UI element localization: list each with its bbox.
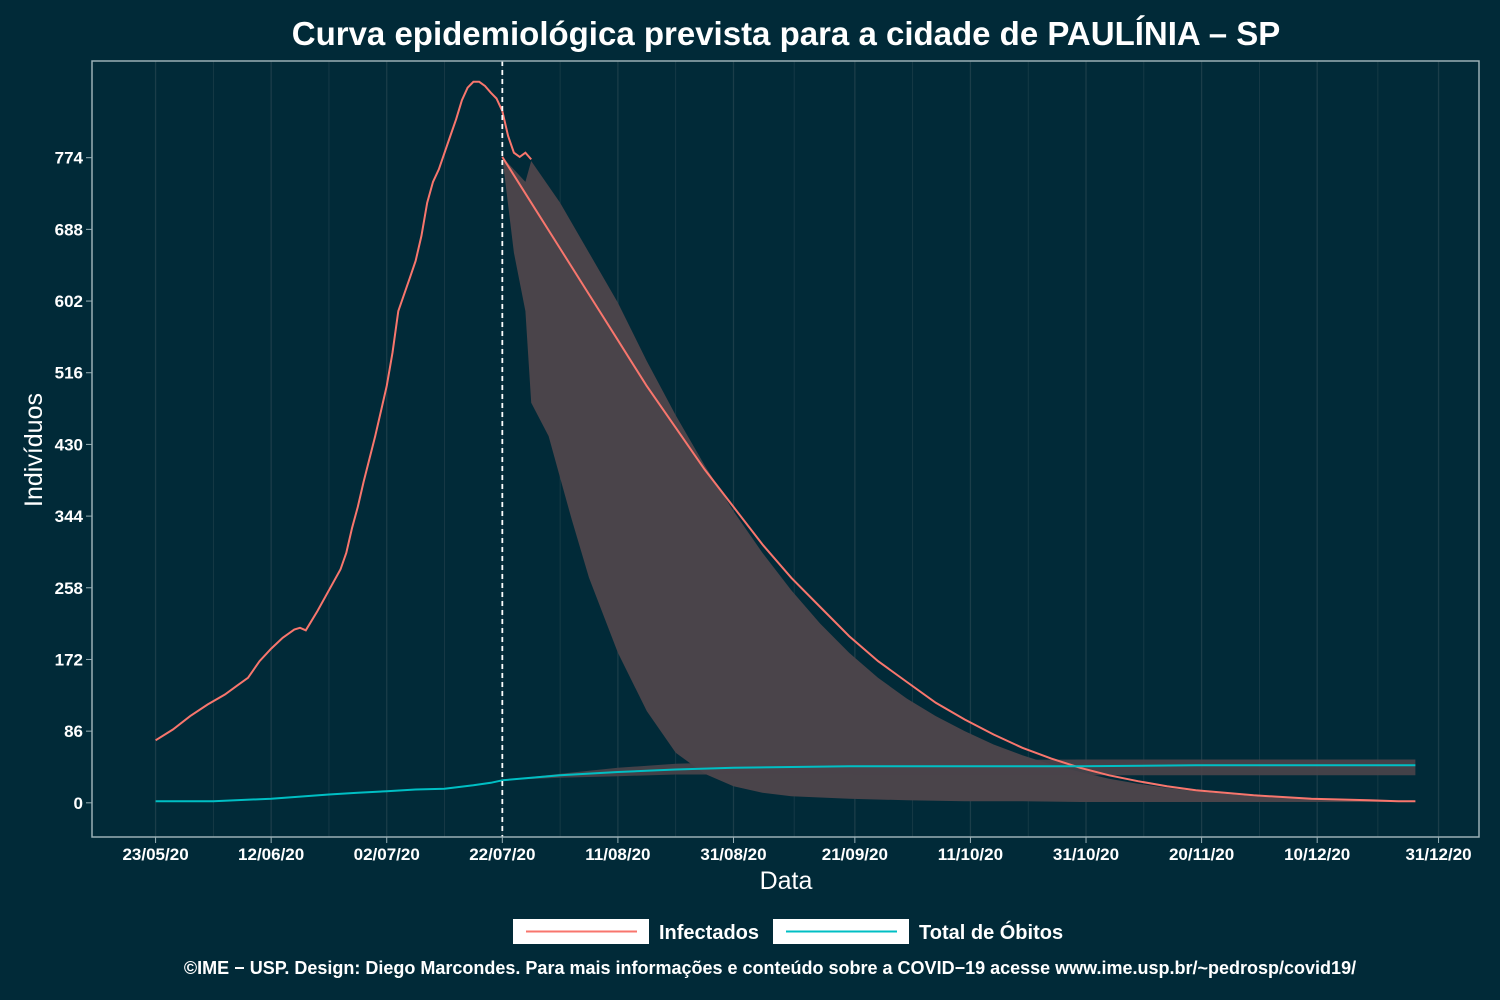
x-tick-label: 22/07/20: [469, 845, 535, 864]
x-tick-label: 11/08/20: [585, 845, 650, 864]
x-tick-label: 02/07/20: [354, 845, 420, 864]
legend-label-obitos: Total de Óbitos: [919, 920, 1063, 944]
x-tick-label: 12/06/20: [238, 845, 304, 864]
y-tick-label: 774: [55, 149, 84, 168]
x-tick-label: 20/11/20: [1169, 845, 1234, 864]
y-tick-label: 602: [55, 292, 83, 311]
y-tick-label: 344: [55, 507, 84, 526]
series-lines: [155, 80, 1416, 803]
x-tick-label: 31/12/20: [1405, 845, 1471, 864]
plot-panel-border: [91, 60, 1480, 838]
y-axis-ticks: 0 86 172 258 344 430 516 602 688 774: [55, 149, 92, 813]
chart-title: Curva epidemiológica prevista para a cid…: [292, 15, 1281, 52]
x-tick-label: 31/08/20: [700, 845, 766, 864]
series-line-obitos-observed: [155, 779, 503, 803]
confidence-band-infectados: [502, 156, 1416, 802]
legend: Infectados Total de Óbitos: [513, 919, 1063, 944]
series-line-infectados-forecast: [501, 156, 1416, 803]
x-tick-label: 31/10/20: [1053, 845, 1119, 864]
y-tick-label: 0: [74, 794, 83, 813]
y-tick-label: 86: [64, 722, 83, 741]
legend-label-infectados: Infectados: [659, 922, 759, 944]
y-tick-label: 516: [55, 364, 83, 383]
series-line-infectados-observed: [155, 80, 532, 742]
y-tick-label: 430: [55, 435, 83, 454]
footer-credit: ©IME − USP. Design: Diego Marcondes. Par…: [184, 958, 1356, 978]
y-axis-title: Indivíduos: [20, 393, 48, 507]
y-tick-label: 688: [55, 220, 83, 239]
x-tick-label: 10/12/20: [1284, 845, 1350, 864]
y-tick-label: 172: [55, 650, 83, 669]
x-axis-ticks: 23/05/20 12/06/20 02/07/20 22/07/20 11/08/20…: [122, 837, 1472, 864]
y-tick-label: 258: [55, 579, 83, 598]
x-tick-label: 21/09/20: [822, 845, 888, 864]
x-tick-label: 23/05/20: [122, 845, 188, 864]
confidence-bands: [502, 156, 1416, 802]
series-line-obitos-forecast: [502, 764, 1416, 782]
x-axis-title: Data: [760, 867, 813, 895]
x-tick-label: 11/10/20: [938, 845, 1003, 864]
